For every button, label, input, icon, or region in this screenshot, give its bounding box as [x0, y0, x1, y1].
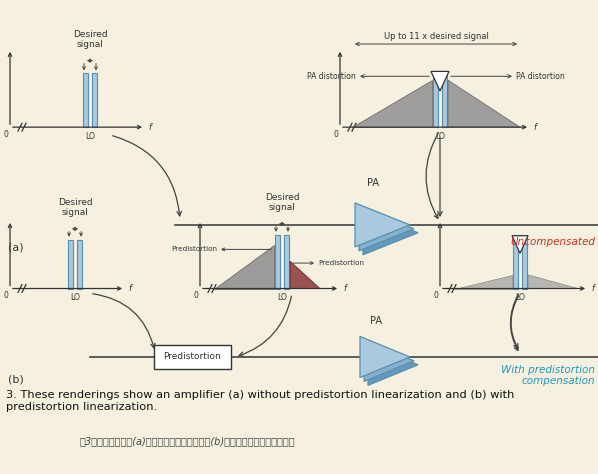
- Text: Predistortion: Predistortion: [171, 246, 217, 252]
- Text: LO: LO: [435, 132, 445, 141]
- Bar: [77, 240, 82, 289]
- Text: PA distortion: PA distortion: [516, 72, 565, 81]
- Text: f: f: [148, 123, 151, 132]
- Bar: [513, 237, 518, 289]
- Text: (a): (a): [8, 243, 24, 253]
- Text: Predistortion: Predistortion: [164, 353, 221, 362]
- Text: PA: PA: [367, 178, 379, 188]
- Text: f: f: [533, 123, 536, 132]
- Text: f: f: [343, 284, 346, 293]
- Text: (b): (b): [8, 374, 24, 384]
- Text: 0: 0: [3, 292, 8, 301]
- Text: f: f: [128, 284, 131, 293]
- Polygon shape: [431, 72, 449, 91]
- Bar: [522, 237, 527, 289]
- Polygon shape: [360, 337, 410, 377]
- Polygon shape: [454, 275, 512, 289]
- Bar: [68, 240, 73, 289]
- Text: LO: LO: [70, 293, 80, 302]
- Text: Uncompensated: Uncompensated: [510, 237, 595, 246]
- Text: PA distortion: PA distortion: [307, 72, 356, 81]
- Bar: [433, 73, 438, 127]
- Text: 0: 0: [333, 130, 338, 139]
- Polygon shape: [290, 261, 320, 289]
- Bar: [275, 235, 280, 289]
- Polygon shape: [214, 245, 274, 289]
- Bar: [442, 73, 447, 127]
- Polygon shape: [368, 344, 418, 385]
- Text: LO: LO: [515, 293, 525, 302]
- Text: Up to 11 x desired signal: Up to 11 x desired signal: [383, 32, 489, 41]
- Text: Desired
signal: Desired signal: [73, 29, 107, 49]
- Polygon shape: [352, 80, 432, 127]
- Text: 0: 0: [3, 130, 8, 139]
- Polygon shape: [359, 207, 414, 251]
- Polygon shape: [448, 80, 520, 127]
- Polygon shape: [364, 340, 414, 382]
- Polygon shape: [528, 275, 578, 289]
- Polygon shape: [512, 236, 528, 253]
- Polygon shape: [363, 211, 418, 255]
- Bar: [92, 73, 97, 127]
- Text: Predistortion: Predistortion: [318, 260, 364, 266]
- Bar: [284, 235, 289, 289]
- Text: With predistortion
compensation: With predistortion compensation: [501, 365, 595, 386]
- Bar: [83, 73, 88, 127]
- Text: 0: 0: [193, 292, 198, 301]
- Text: 0: 0: [433, 292, 438, 301]
- Text: Desired
signal: Desired signal: [265, 193, 300, 212]
- Polygon shape: [355, 203, 410, 247]
- Text: 3. These renderings show an amplifier (a) without predistortion linearization an: 3. These renderings show an amplifier (a…: [6, 390, 514, 412]
- Text: LO: LO: [277, 293, 287, 302]
- FancyBboxPatch shape: [154, 345, 231, 369]
- Text: Desired
signal: Desired signal: [57, 198, 92, 217]
- Text: f: f: [591, 284, 594, 293]
- Text: PA: PA: [370, 316, 382, 326]
- Text: LO: LO: [85, 132, 95, 141]
- Text: 图3：这些图显示了(a)没有经过预失真线性化和(b)经过预失真线性化的功放。: 图3：这些图显示了(a)没有经过预失真线性化和(b)经过预失真线性化的功放。: [80, 436, 295, 446]
